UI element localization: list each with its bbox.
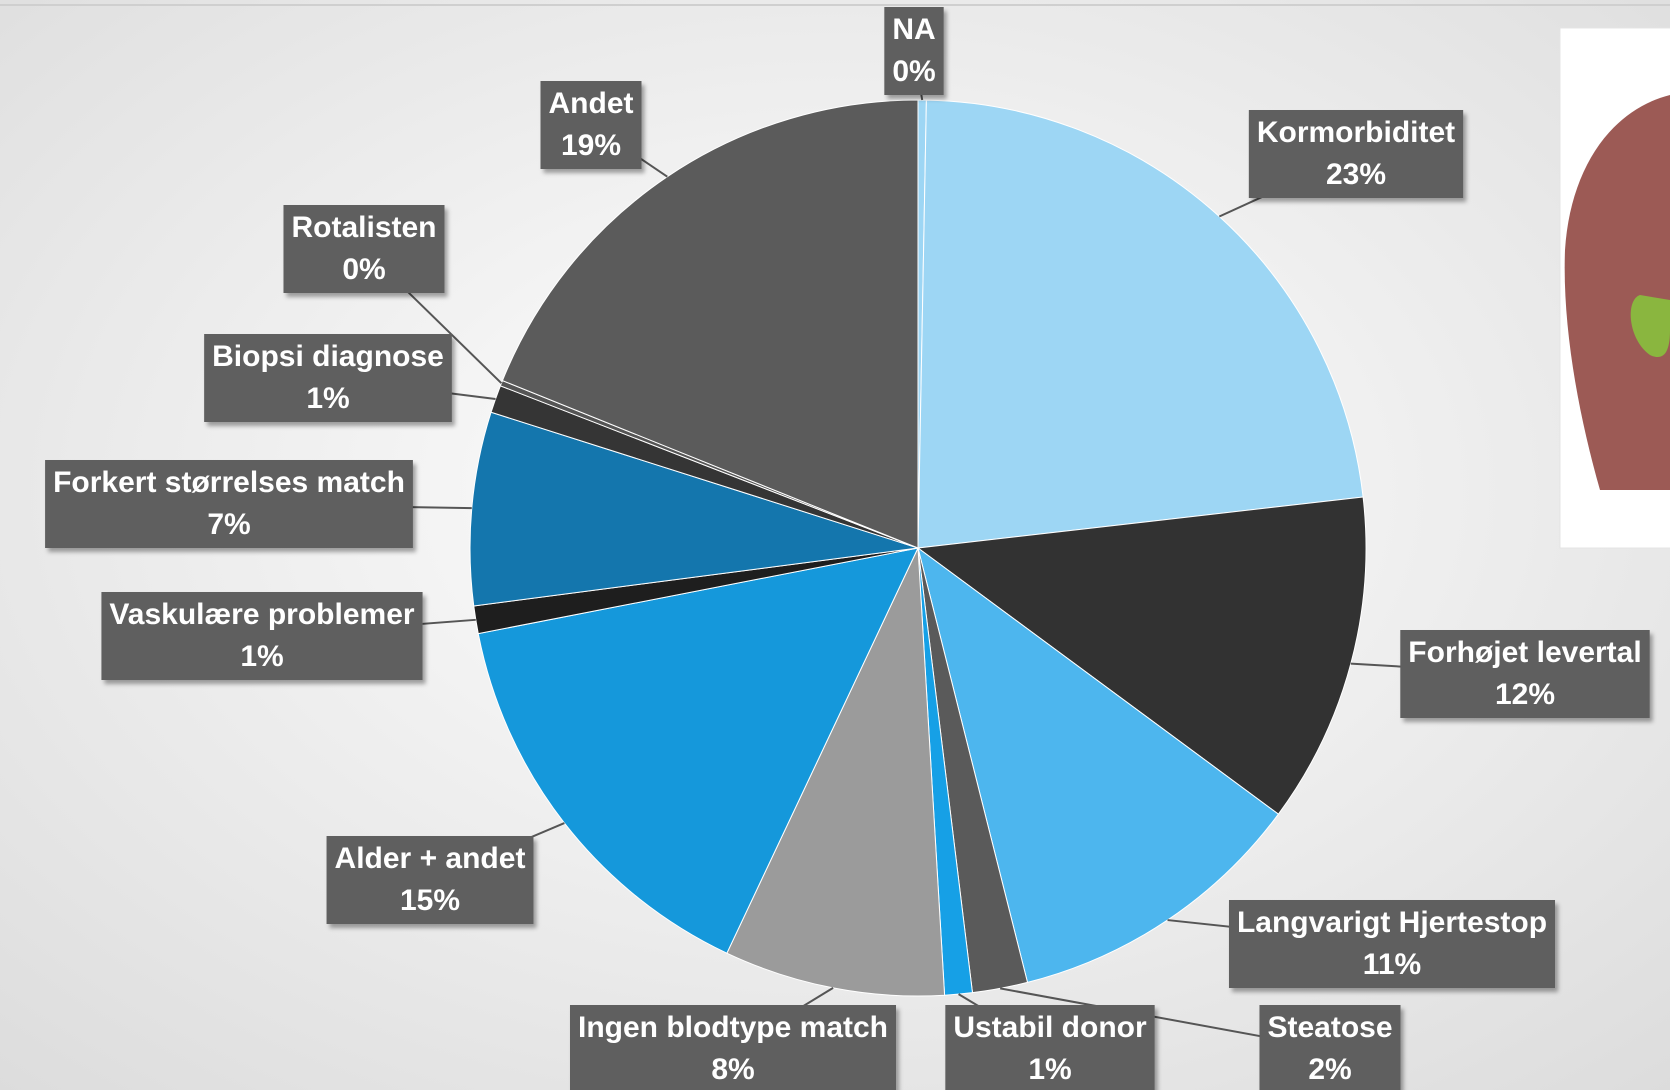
label-box xyxy=(1248,110,1464,198)
data-label: Steatose 2% xyxy=(1259,1005,1401,1090)
data-label: Rotalisten 0% xyxy=(283,205,445,293)
slice xyxy=(477,547,919,954)
label-value: 8% xyxy=(711,1053,754,1086)
label-name: Forkert størrelses match xyxy=(53,466,405,499)
label-name: Biopsi diagnose xyxy=(212,340,444,373)
label-box xyxy=(540,81,642,169)
label-value: 23% xyxy=(1326,158,1386,191)
label-name: Alder + andet xyxy=(335,842,526,875)
label-name: Andet xyxy=(549,87,634,120)
label-value: 0% xyxy=(892,55,935,88)
label-box xyxy=(101,592,423,680)
label-box xyxy=(884,7,944,95)
slice xyxy=(501,99,919,549)
label-box xyxy=(283,205,445,293)
label-name: Steatose xyxy=(1267,1011,1392,1044)
label-value: 1% xyxy=(306,382,349,415)
label-name: Ustabil donor xyxy=(953,1011,1147,1044)
label-name: Rotalisten xyxy=(291,211,436,244)
label-name: Vaskulære problemer xyxy=(109,598,414,631)
label-box xyxy=(1259,1005,1401,1090)
label-value: 1% xyxy=(240,640,283,673)
data-label: Kormorbiditet 23% xyxy=(1248,110,1464,198)
label-box xyxy=(326,836,534,924)
data-label: NA 0% xyxy=(884,7,944,95)
label-box xyxy=(945,1005,1155,1090)
slice xyxy=(726,547,946,997)
liver-illustration xyxy=(1559,27,1670,549)
label-box xyxy=(1400,630,1650,718)
label-name: Langvarigt Hjertestop xyxy=(1237,906,1547,939)
label-value: 0% xyxy=(342,253,385,286)
label-box xyxy=(1228,900,1556,988)
label-box xyxy=(45,460,413,548)
label-name: NA xyxy=(892,13,935,46)
label-value: 12% xyxy=(1495,678,1555,711)
labels: NA 0% Kormorbiditet 23% Forhøjet levertal 12%… xyxy=(45,7,1650,1090)
label-name: Ingen blodtype match xyxy=(578,1011,888,1044)
data-label: Forhøjet levertal 12% xyxy=(1400,630,1650,718)
slice xyxy=(917,546,1280,984)
label-value: 7% xyxy=(207,508,250,541)
data-label: Alder + andet 15% xyxy=(326,836,534,924)
label-box xyxy=(569,1005,897,1090)
data-label: Biopsi diagnose 1% xyxy=(204,334,452,422)
slices xyxy=(469,99,1367,997)
data-label: Vaskulære problemer 1% xyxy=(101,592,423,680)
label-value: 15% xyxy=(400,884,460,917)
label-value: 1% xyxy=(1028,1053,1071,1086)
data-label: Ustabil donor 1% xyxy=(945,1005,1155,1090)
slice xyxy=(917,99,1364,549)
label-box xyxy=(204,334,452,422)
data-label: Langvarigt Hjertestop 11% xyxy=(1228,900,1556,988)
label-value: 2% xyxy=(1308,1053,1351,1086)
data-label: Andet 19% xyxy=(540,81,642,169)
label-name: Kormorbiditet xyxy=(1257,116,1455,149)
label-value: 11% xyxy=(1363,948,1421,981)
label-value: 19% xyxy=(561,129,621,162)
label-name: Forhøjet levertal xyxy=(1408,636,1641,669)
data-label: Ingen blodtype match 8% xyxy=(569,1005,897,1090)
data-label: Forkert størrelses match 7% xyxy=(45,460,413,548)
